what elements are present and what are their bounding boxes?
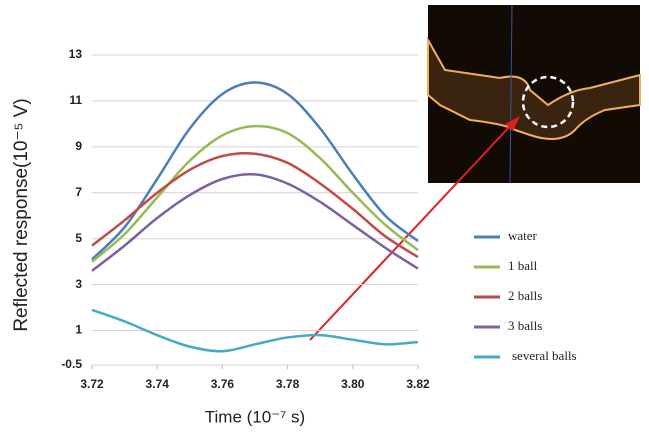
legend-label: 1 ball	[508, 258, 538, 273]
x-axis-label: Time (10⁻⁷ s)	[205, 407, 305, 426]
series-line	[91, 308, 419, 353]
y-tick-label: 9	[75, 139, 82, 153]
y-axis-label: Reflected response(10⁻⁵ V)	[11, 98, 32, 331]
x-tick-label: 3.76	[211, 377, 235, 391]
x-tick-label: 3.82	[406, 377, 430, 391]
x-tick-label: 3.72	[80, 377, 104, 391]
legend-label: 3 balls	[508, 318, 542, 333]
legend-label: water	[508, 228, 538, 243]
y-tick-label: 13	[69, 47, 83, 61]
arrow	[309, 116, 520, 341]
y-tick-label: 1	[75, 323, 82, 337]
x-tick-label: 3.80	[341, 377, 365, 391]
y-tick-label: -0.5	[61, 357, 82, 371]
inset-photo	[427, 4, 641, 184]
series-line	[91, 81, 419, 261]
legend-label: 2 balls	[508, 288, 542, 303]
x-tick-label: 3.74	[146, 377, 170, 391]
series-line	[91, 151, 419, 259]
y-tick-label: 5	[75, 231, 82, 245]
x-tick-label: 3.78	[276, 377, 300, 391]
y-tick-label: 11	[69, 93, 82, 107]
y-tick-label: 3	[75, 277, 82, 291]
series-line	[91, 172, 419, 272]
series-line	[91, 124, 419, 263]
y-tick-label: 7	[75, 185, 82, 199]
legend-label: several balls	[512, 348, 577, 363]
